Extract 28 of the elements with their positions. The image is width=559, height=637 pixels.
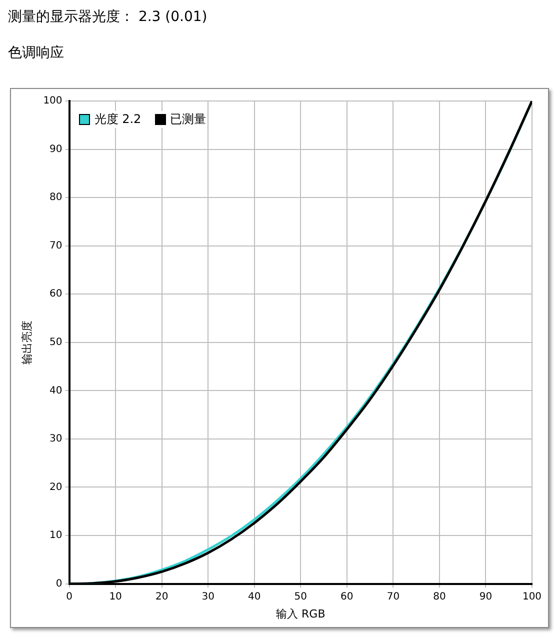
x-tick-label: 60 — [340, 591, 354, 602]
x-tick-label: 0 — [66, 591, 72, 602]
y-tick-label: 0 — [56, 578, 62, 590]
y-tick-label: 70 — [50, 240, 62, 252]
x-tick-label: 10 — [109, 591, 122, 602]
x-tick-label: 30 — [202, 591, 214, 602]
y-tick-label: 100 — [43, 96, 62, 107]
y-tick-label: 10 — [50, 530, 62, 542]
x-axis-title: 输入 RGB — [276, 607, 326, 620]
y-tick-label: 30 — [50, 434, 62, 445]
y-axis-title: 输出亮度 — [20, 320, 34, 364]
chart-title: 测量的显示器光度： 2.3 (0.01) — [8, 8, 208, 27]
x-tick-label: 50 — [294, 591, 308, 602]
y-tick-label: 80 — [50, 192, 62, 204]
y-tick-label: 60 — [50, 288, 62, 300]
x-tick-label: 80 — [433, 591, 446, 602]
y-tick-label: 20 — [50, 482, 62, 493]
x-tick-label: 70 — [386, 591, 400, 602]
legend-label: 已测量 — [170, 111, 206, 128]
x-tick-label: 20 — [155, 591, 168, 602]
x-tick-label: 40 — [248, 591, 261, 602]
y-tick-label: 50 — [50, 336, 62, 348]
x-tick-label: 90 — [479, 591, 492, 602]
chart-subtitle: 色调响应 — [8, 44, 65, 63]
y-tick-label: 40 — [50, 385, 62, 396]
legend-label: 光度 2.2 — [94, 111, 142, 128]
y-tick-label: 90 — [50, 144, 62, 155]
x-tick-label: 100 — [522, 591, 542, 602]
